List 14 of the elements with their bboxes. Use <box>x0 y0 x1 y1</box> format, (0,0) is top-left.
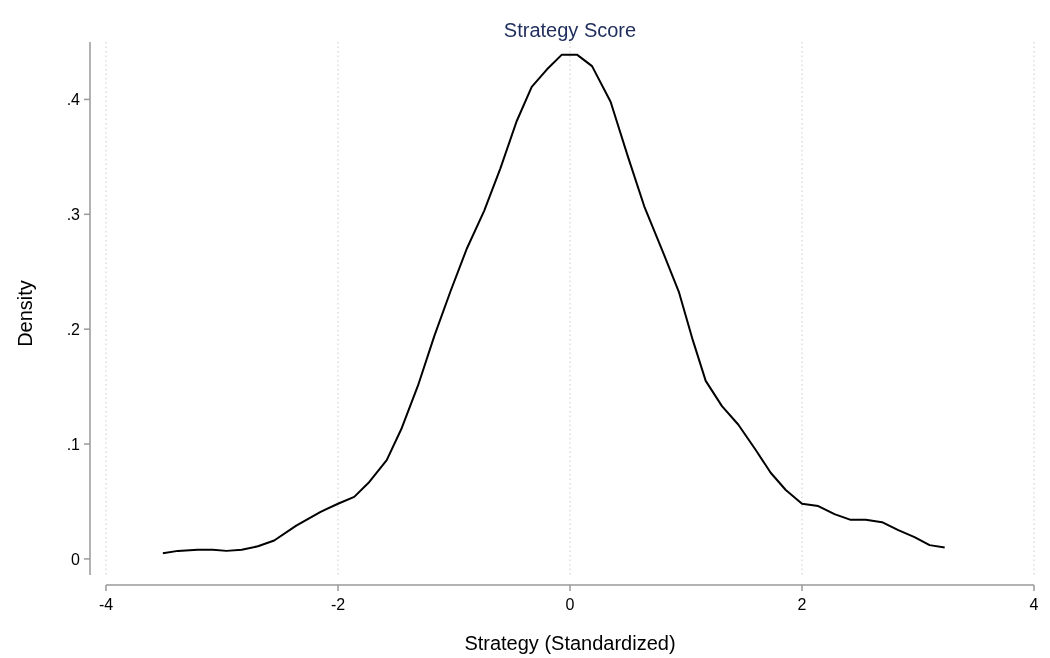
x-tick-label: -2 <box>330 596 346 613</box>
x-tick-label: -4 <box>98 596 114 613</box>
line-series <box>161 53 946 555</box>
x-tick-label: 0 <box>565 596 575 613</box>
y-tick-label: 0 <box>71 550 81 568</box>
x-tick-label: 4 <box>1029 596 1039 613</box>
x-tick-label: 2 <box>797 596 807 613</box>
y-tick-label: .3 <box>66 206 81 224</box>
y-tick-label: .4 <box>66 91 81 109</box>
y-tick-label: .2 <box>66 321 81 339</box>
y-tick-label: .1 <box>66 436 81 454</box>
y-axis-title: Density <box>14 280 36 347</box>
x-axis-title: Strategy (Standardized) <box>464 632 676 654</box>
chart-title: Strategy Score <box>503 19 637 41</box>
